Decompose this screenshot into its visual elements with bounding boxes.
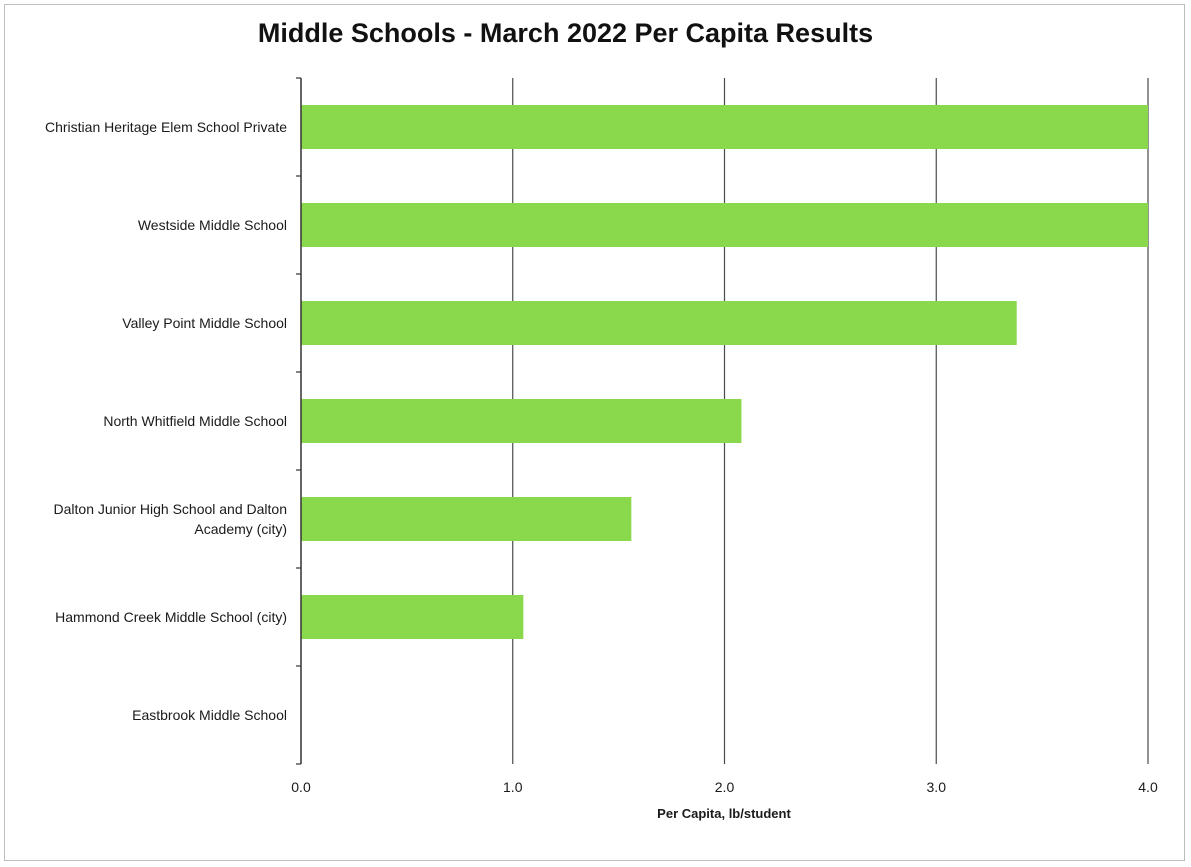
tick-labels: 0.0 1.0 2.0 3.0 4.0 xyxy=(291,779,1158,795)
category-label: Dalton Junior High School and Dalton Acad… xyxy=(54,501,287,537)
bar xyxy=(301,301,1017,345)
category-label-line: Valley Point Middle School xyxy=(122,315,287,331)
category-label-line: North Whitfield Middle School xyxy=(103,413,287,429)
x-tick-label: 2.0 xyxy=(715,779,735,795)
x-axis-title: Per Capita, lb/student xyxy=(657,806,791,821)
bar xyxy=(301,105,1148,149)
bar xyxy=(301,497,632,541)
category-label: Hammond Creek Middle School (city) xyxy=(55,609,287,625)
category-label-line: Eastbrook Middle School xyxy=(132,707,287,723)
bar xyxy=(301,399,742,443)
category-label-line: Hammond Creek Middle School (city) xyxy=(55,609,287,625)
category-label: Eastbrook Middle School xyxy=(132,707,287,723)
category-label-line: Academy (city) xyxy=(194,521,287,537)
category-label: Westside Middle School xyxy=(138,217,287,233)
category-label-line: Westside Middle School xyxy=(138,217,287,233)
category-label: North Whitfield Middle School xyxy=(103,413,287,429)
category-label-line: Christian Heritage Elem School Private xyxy=(45,119,287,135)
bar xyxy=(301,203,1148,247)
axes xyxy=(296,77,302,765)
x-tick-label: 3.0 xyxy=(927,779,947,795)
bars xyxy=(301,105,1148,639)
x-tick-label: 1.0 xyxy=(503,779,523,795)
bar xyxy=(301,595,524,639)
x-tick-label: 0.0 xyxy=(291,779,311,795)
chart-title: Middle Schools - March 2022 Per Capita R… xyxy=(257,18,874,48)
category-label: Valley Point Middle School xyxy=(122,315,287,331)
x-tick-label: 4.0 xyxy=(1138,779,1158,795)
category-labels: Christian Heritage Elem School Private We… xyxy=(45,119,287,723)
category-label-line: Dalton Junior High School and Dalton xyxy=(54,501,287,517)
category-label: Christian Heritage Elem School Private xyxy=(45,119,287,135)
